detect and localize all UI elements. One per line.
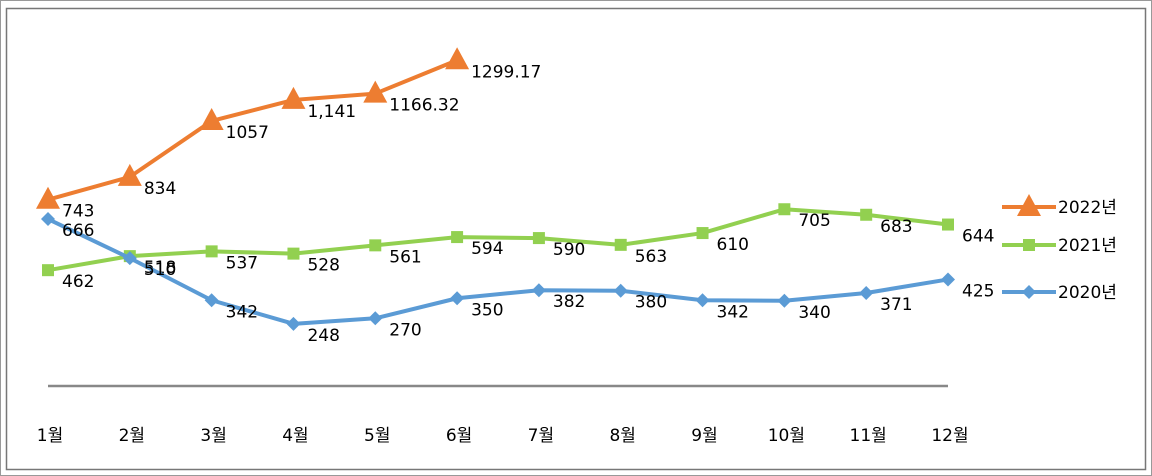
marker xyxy=(41,212,55,227)
marker xyxy=(445,47,470,70)
marker xyxy=(286,316,301,331)
x-tick-label: 8월 xyxy=(609,426,635,446)
data-label: 382 xyxy=(553,292,585,312)
data-label: 380 xyxy=(635,293,667,313)
marker xyxy=(451,231,464,244)
marker xyxy=(363,80,388,103)
marker xyxy=(777,293,792,308)
marker xyxy=(532,232,545,245)
series-line xyxy=(47,207,949,273)
data-label: 594 xyxy=(471,239,503,259)
x-tick-label: 2월 xyxy=(119,426,145,446)
x-tick-label: 12월 xyxy=(931,426,968,446)
data-label: 518 xyxy=(144,258,176,278)
data-label: 462 xyxy=(62,272,94,292)
series-line xyxy=(47,58,458,202)
data-label: 590 xyxy=(553,240,585,260)
marker xyxy=(1017,194,1041,216)
marker xyxy=(531,283,546,298)
marker xyxy=(613,283,628,298)
marker xyxy=(696,227,709,240)
data-label: 563 xyxy=(635,247,667,267)
marker xyxy=(695,293,710,308)
marker xyxy=(778,203,791,216)
data-label: 683 xyxy=(880,217,912,237)
data-label: 425 xyxy=(962,281,994,301)
legend-label: 2022년 xyxy=(1058,198,1117,218)
marker xyxy=(205,245,218,258)
data-label: 350 xyxy=(471,300,503,320)
data-label: 248 xyxy=(307,326,339,346)
marker xyxy=(941,272,955,287)
legend-label: 2020년 xyxy=(1058,283,1117,303)
marker xyxy=(281,86,306,109)
x-tick-label: 9월 xyxy=(691,426,717,446)
marker xyxy=(122,251,137,266)
marker xyxy=(859,285,874,300)
data-label: 1057 xyxy=(226,123,269,143)
marker xyxy=(1022,285,1036,299)
x-tick-label: 5월 xyxy=(364,426,390,446)
x-tick-label: 10월 xyxy=(768,426,805,446)
marker xyxy=(942,218,954,231)
data-label: 270 xyxy=(389,320,421,340)
data-label: 561 xyxy=(389,247,421,267)
marker xyxy=(450,291,465,306)
x-tick-label: 1월 xyxy=(37,426,63,446)
data-label: 342 xyxy=(226,302,258,322)
x-tick-label: 7월 xyxy=(528,426,554,446)
data-label: 834 xyxy=(144,179,176,199)
data-label: 743 xyxy=(62,202,94,222)
data-label: 528 xyxy=(307,256,339,276)
data-label: 610 xyxy=(717,235,749,255)
x-tick-label: 4월 xyxy=(282,426,308,446)
series-line xyxy=(47,217,949,326)
marker xyxy=(199,107,224,130)
data-label: 510 xyxy=(144,260,176,280)
data-label: 666 xyxy=(62,221,94,241)
marker xyxy=(42,264,54,277)
data-label: 1,141 xyxy=(307,102,356,122)
x-tick-label: 3월 xyxy=(200,426,226,446)
marker xyxy=(369,239,382,252)
data-label: 1299.17 xyxy=(471,62,541,82)
plot-frame xyxy=(5,7,1147,471)
marker xyxy=(614,238,627,251)
x-tick-label: 11월 xyxy=(850,426,887,446)
marker xyxy=(117,163,142,186)
marker xyxy=(204,293,219,308)
data-label: 371 xyxy=(880,295,912,315)
marker xyxy=(368,311,383,326)
marker xyxy=(860,208,873,221)
data-label: 537 xyxy=(226,253,258,273)
legend-label: 2021년 xyxy=(1058,236,1117,256)
data-label: 340 xyxy=(798,303,830,323)
marker xyxy=(1023,239,1035,251)
data-label: 705 xyxy=(798,211,830,231)
data-label: 1166.32 xyxy=(389,96,459,116)
data-label: 644 xyxy=(962,227,994,247)
marker xyxy=(36,186,60,209)
data-label: 342 xyxy=(717,302,749,322)
marker xyxy=(287,247,300,260)
x-tick-label: 6월 xyxy=(446,426,472,446)
